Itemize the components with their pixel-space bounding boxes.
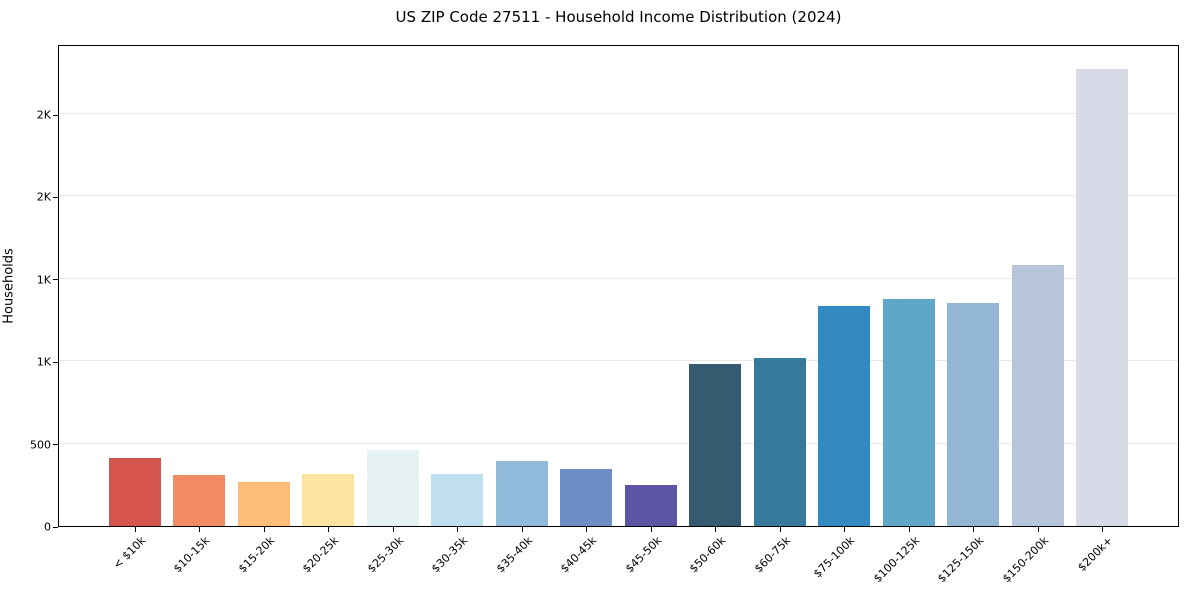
y-tick-label: 2K: [36, 190, 51, 204]
bar-< $10k: [108, 458, 161, 526]
x-tick-mark: [392, 527, 394, 532]
x-tick-mark: [908, 527, 910, 532]
gridline-1K: [59, 360, 1178, 362]
bar-$10-15k: [173, 475, 226, 526]
x-tick-label: $125-150k: [935, 534, 987, 586]
plot-area: [58, 45, 1179, 527]
x-tick-label: $20-25k: [300, 534, 342, 576]
y-tick-mark: [53, 361, 58, 363]
x-tick-mark: [199, 527, 201, 532]
gridline-2K: [59, 113, 1178, 115]
x-tick-mark: [973, 527, 975, 532]
bar-$15-20k: [237, 481, 290, 526]
x-tick-label: $200k+: [1075, 534, 1116, 575]
x-tick-label: $30-35k: [429, 534, 471, 576]
x-tick-mark: [650, 527, 652, 532]
x-tick-mark: [1102, 527, 1104, 532]
x-tick-mark: [134, 527, 136, 532]
bar-$40-45k: [560, 468, 613, 526]
x-tick-mark: [1037, 527, 1039, 532]
y-tick-label: 500: [30, 438, 51, 452]
x-tick-label: $35-40k: [493, 534, 535, 576]
x-tick-label: $75-100k: [811, 534, 858, 581]
x-tick-label: $45-50k: [622, 534, 664, 576]
gridline-1K: [59, 277, 1178, 279]
bar-$200k+: [1076, 69, 1129, 526]
y-tick-mark: [53, 114, 58, 116]
bar-$75-100k: [818, 305, 871, 526]
x-tick-label: $40-45k: [558, 534, 600, 576]
bar-$60-75k: [753, 357, 806, 526]
bar-$35-40k: [495, 461, 548, 526]
y-tick-mark: [53, 526, 58, 528]
chart-title: US ZIP Code 27511 - Household Income Dis…: [395, 8, 842, 26]
x-tick-label: $60-75k: [751, 534, 793, 576]
x-tick-label: $10-15k: [171, 534, 213, 576]
x-tick-label: $150-200k: [999, 534, 1051, 586]
x-tick-mark: [779, 527, 781, 532]
y-tick-mark: [53, 444, 58, 446]
bar-$150-200k: [1011, 265, 1064, 526]
x-tick-label: < $10k: [110, 534, 148, 572]
y-tick-mark: [53, 279, 58, 281]
bar-$100-125k: [882, 299, 935, 526]
y-tick-label: 2K: [36, 108, 51, 122]
bar-$25-30k: [366, 450, 419, 526]
bar-$45-50k: [624, 485, 677, 526]
y-tick-label: 1K: [36, 273, 51, 287]
gridline-500: [59, 442, 1178, 444]
x-tick-mark: [521, 527, 523, 532]
y-tick-mark: [53, 196, 58, 198]
x-tick-label: $15-20k: [235, 534, 277, 576]
y-tick-label: 0: [44, 520, 51, 534]
bar-$20-25k: [302, 474, 355, 526]
x-tick-mark: [586, 527, 588, 532]
x-tick-mark: [457, 527, 459, 532]
x-tick-label: $50-60k: [687, 534, 729, 576]
x-tick-label: $100-125k: [870, 534, 922, 586]
bar-$30-35k: [431, 473, 484, 526]
bar-$50-60k: [689, 363, 742, 526]
x-tick-mark: [263, 527, 265, 532]
x-tick-mark: [328, 527, 330, 532]
x-tick-mark: [844, 527, 846, 532]
y-axis: 0 500 1K 1K 2K 2K: [0, 0, 51, 590]
y-tick-label: 1K: [36, 355, 51, 369]
gridline-2K: [59, 195, 1178, 197]
x-tick-mark: [715, 527, 717, 532]
x-tick-label: $25-30k: [364, 534, 406, 576]
bar-$125-150k: [947, 303, 1000, 526]
